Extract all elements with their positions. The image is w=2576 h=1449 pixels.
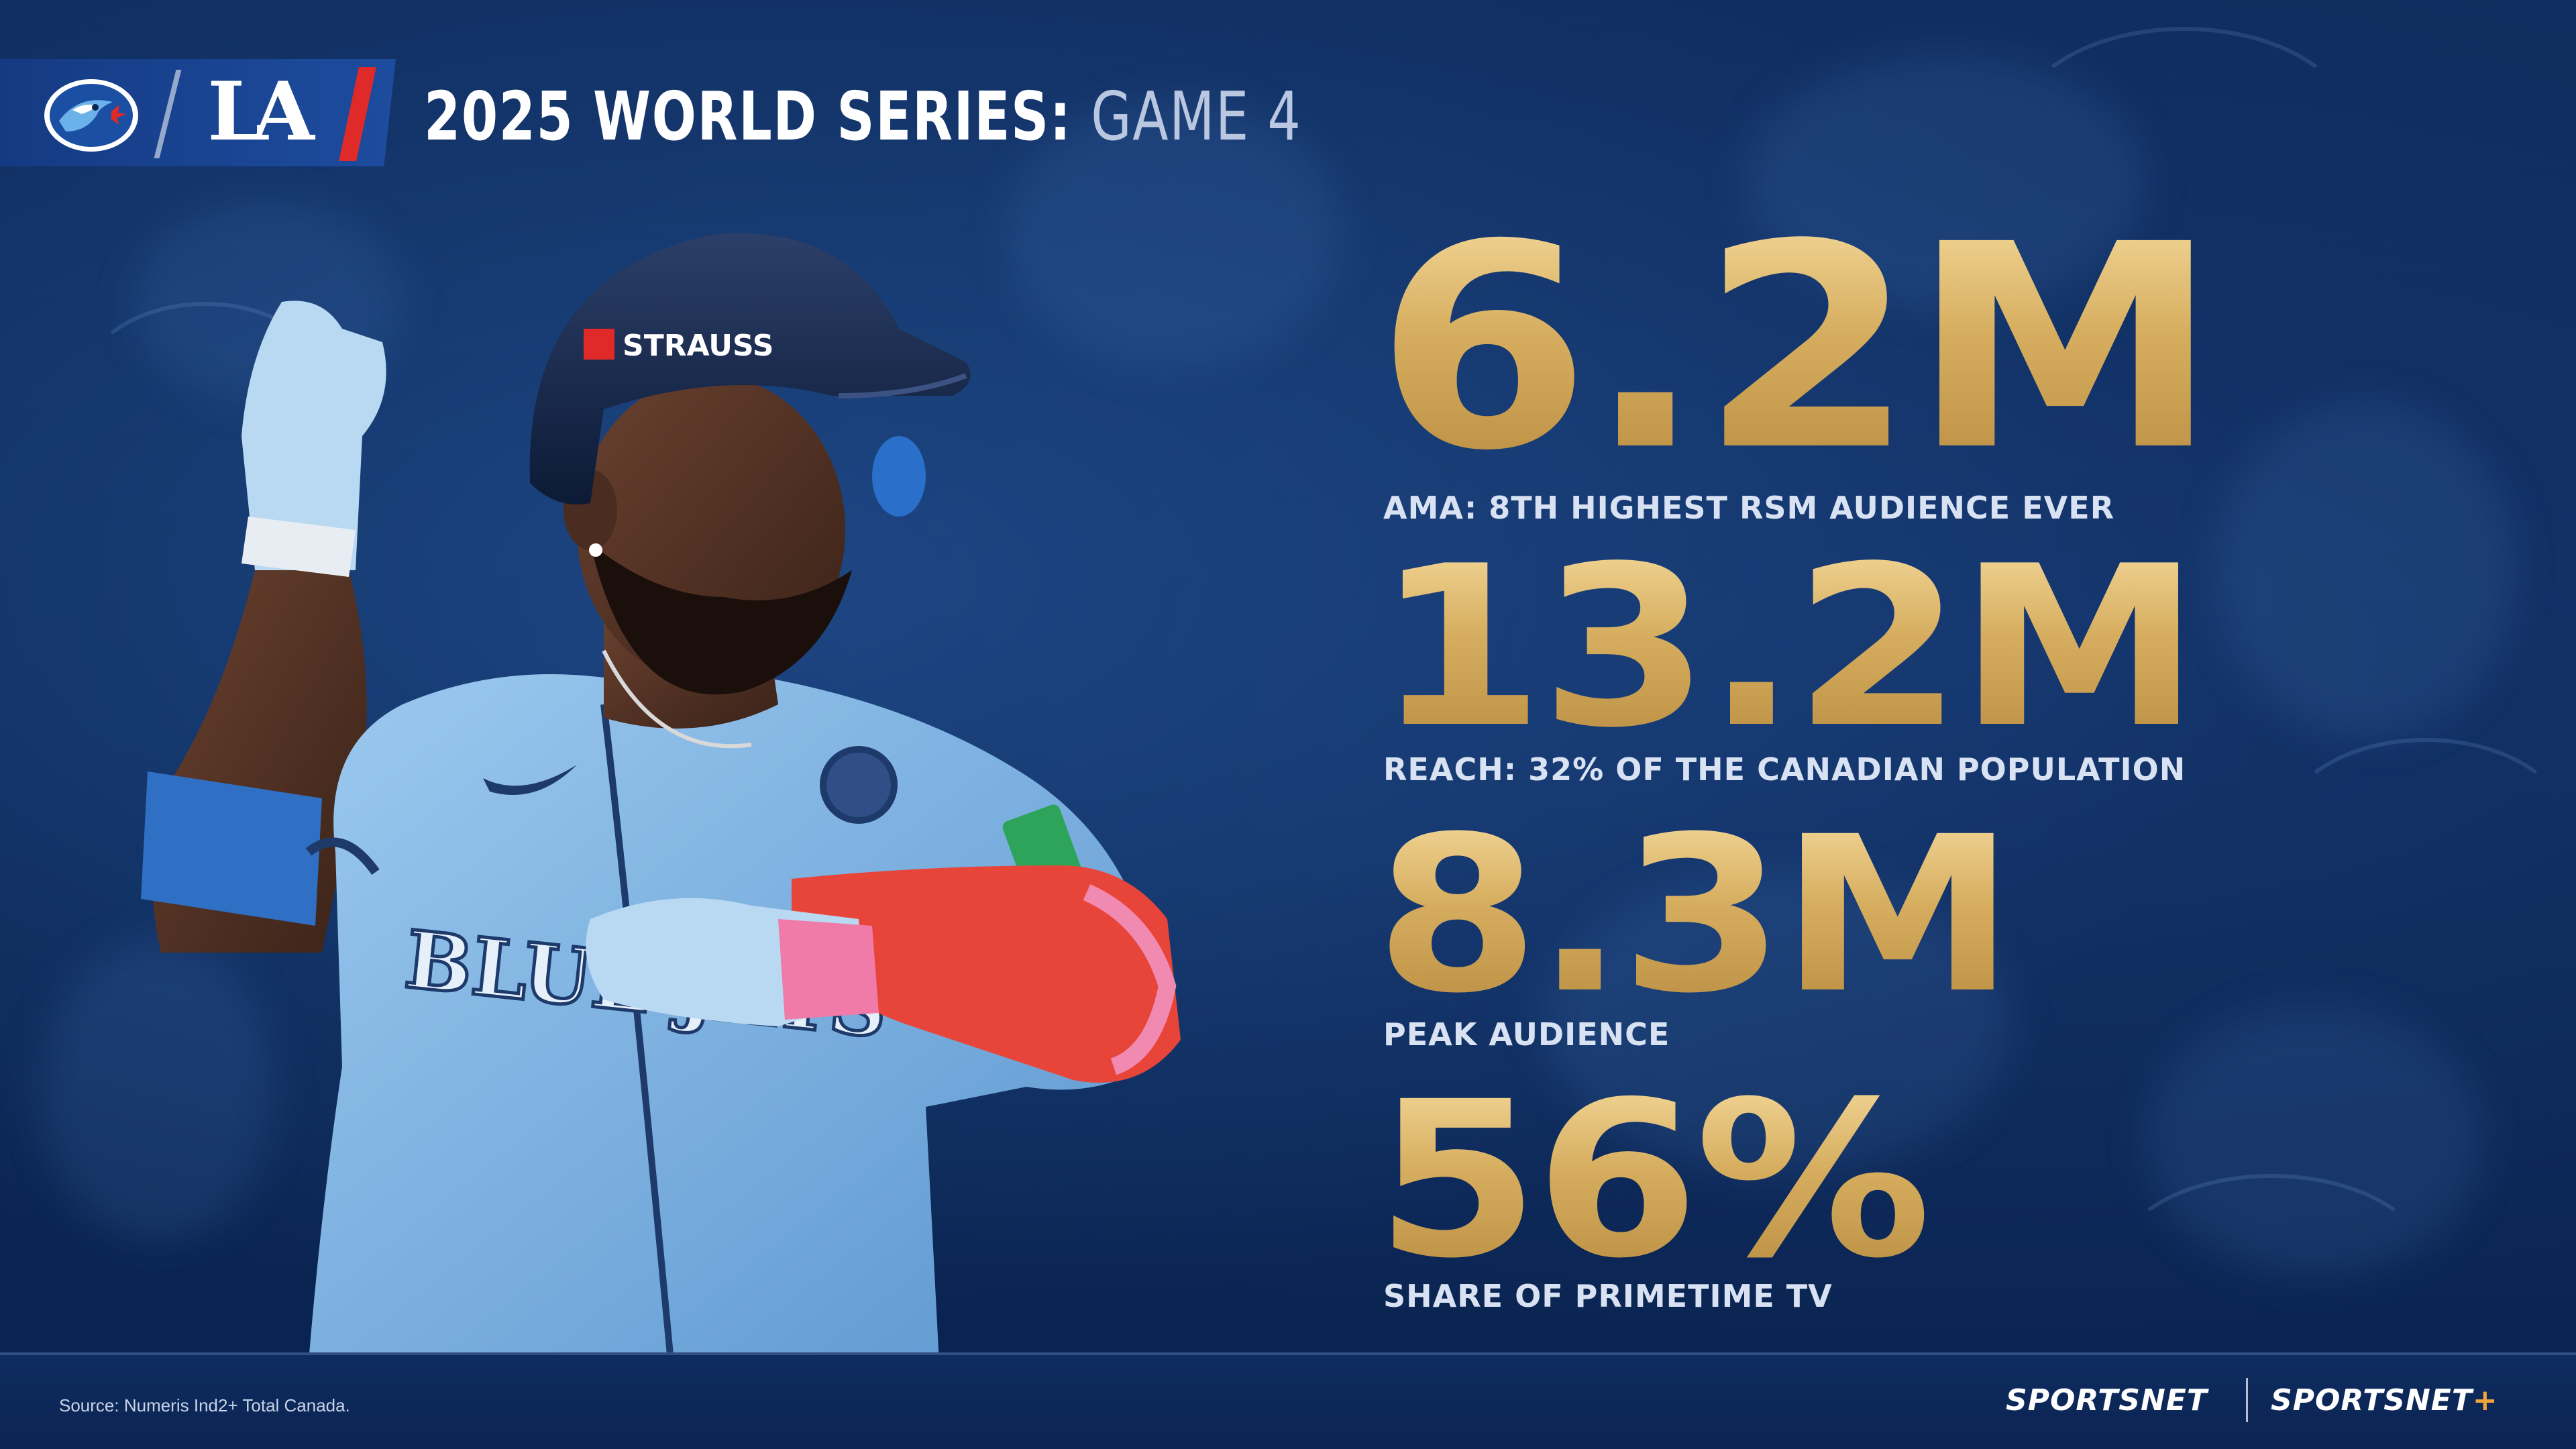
title-main: 2025 WORLD SERIES:: [424, 77, 1072, 156]
stat-4: 56% SHARE OF PRIMETIME TV: [1375, 1073, 1931, 1314]
brand-1: SPORTSNET: [2006, 1383, 2208, 1417]
blue-jays-logo-icon: [44, 79, 138, 152]
decorative-arc: [80, 302, 330, 471]
stat-label: AMA: 8TH HIGHEST RSM AUDIENCE EVER: [1383, 490, 2115, 526]
sportsnet-logo: SPORTSNET: [2006, 1381, 2208, 1421]
decorative-arc: [2281, 738, 2571, 920]
stat-2: 13.2M REACH: 32% OF THE CANADIAN POPULAT…: [1375, 537, 2200, 788]
stat-value: 56%: [1375, 1056, 1931, 1305]
player-photo: BLUE JAYS STRAUSS: [141, 233, 1181, 1362]
stat-label: SHARE OF PRIMETIME TV: [1383, 1278, 1833, 1314]
sportsnet-plus-logo: SPORTSNET+: [2271, 1381, 2498, 1421]
decorative-arc: [2113, 1174, 2430, 1356]
decorative-arc: [2012, 27, 2356, 236]
plus-icon: +: [2472, 1383, 2498, 1417]
stat-label: PEAK AUDIENCE: [1383, 1016, 1670, 1053]
dodgers-la-logo-icon: LA: [207, 64, 314, 159]
stat-3: 8.3M PEAK AUDIENCE: [1375, 808, 2015, 1053]
stat-value: 8.3M: [1375, 791, 2015, 1040]
stat-value: 13.2M: [1375, 519, 2200, 776]
footer-bar: [0, 1352, 2576, 1449]
title-game: GAME 4: [1091, 77, 1302, 156]
brand-divider: [2246, 1378, 2248, 1422]
source-note: Source: Numeris Ind2+ Total Canada.: [59, 1395, 350, 1415]
crowd-blur: [1543, 872, 2012, 1174]
crowd-blur: [1006, 101, 1342, 369]
stat-value: 6.2M: [1375, 184, 2219, 513]
crowd-blur: [2214, 402, 2516, 738]
stat-1: 6.2M AMA: 8TH HIGHEST RSM AUDIENCE EVER: [1375, 208, 2219, 527]
stat-label: REACH: 32% OF THE CANADIAN POPULATION: [1383, 751, 2186, 788]
brand-2: SPORTSNET: [2271, 1383, 2473, 1417]
crowd-blur: [40, 939, 275, 1241]
helmet-sponsor: STRAUSS: [623, 329, 773, 363]
page-title: 2025 WORLD SERIES: GAME 4: [424, 70, 1301, 164]
